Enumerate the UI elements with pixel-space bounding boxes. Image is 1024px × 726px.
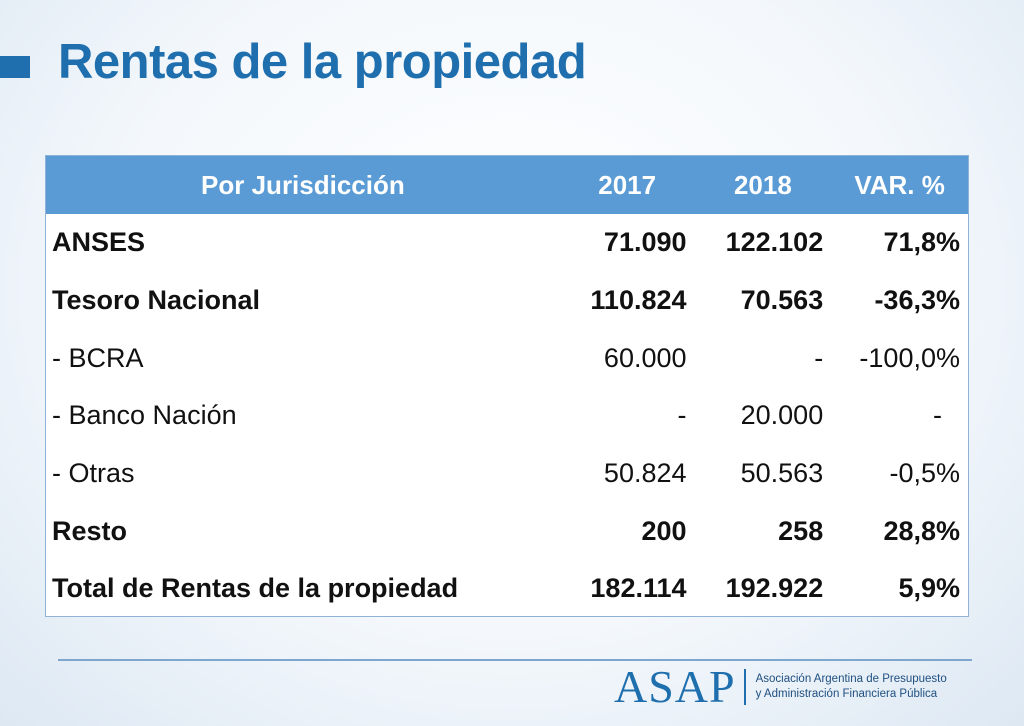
row-label: - BCRA: [52, 342, 144, 373]
page-title: Rentas de la propiedad: [58, 35, 587, 89]
logo-line-1: Asociación Argentina de Presupuesto: [755, 673, 947, 685]
cell-var: 71,8%: [883, 227, 960, 258]
logo-separator: [743, 669, 746, 705]
cell-2018: 50.563: [740, 458, 824, 489]
row-label: Resto: [52, 515, 128, 546]
logo-text: Asociación Argentina de Presupuesto y Ad…: [756, 672, 947, 702]
cell-2018: 258: [778, 515, 824, 546]
row-label: - Otras: [52, 458, 135, 489]
logo-mark: ASAP: [614, 661, 736, 712]
cell-var: -36,3%: [874, 285, 960, 316]
header-jurisdiccion: Por Jurisdicción: [201, 169, 405, 200]
table-row: - BCRA 60.000 - -100,0%: [46, 329, 968, 387]
cell-2017: 200: [641, 515, 687, 546]
cell-var: 28,8%: [883, 515, 960, 546]
table-row: Total de Rentas de la propiedad 182.114 …: [46, 560, 968, 618]
header-2018: 2018: [733, 169, 792, 200]
table-header-row: Por Jurisdicción 2017 2018 VAR. %: [46, 156, 968, 214]
table-row: - Banco Nación - 20.000 -: [46, 387, 968, 445]
row-label: Total de Rentas de la propiedad: [52, 573, 459, 604]
logo-line-2: y Administración Financiera Pública: [755, 688, 938, 700]
cell-2017: 60.000: [603, 342, 687, 373]
cell-2018: -: [814, 342, 824, 373]
cell-2018: 20.000: [740, 400, 824, 431]
asap-logo: ASAP Asociación Argentina de Presupuesto…: [614, 663, 947, 711]
cell-2017: -: [677, 400, 687, 431]
table-row: ANSES 71.090 122.102 71,8%: [46, 214, 968, 272]
header-var: VAR. %: [854, 169, 945, 200]
cell-2018: 70.563: [740, 285, 824, 316]
title-accent-bar: [0, 56, 30, 78]
cell-var: -0,5%: [889, 458, 960, 489]
header-2017: 2017: [598, 169, 657, 200]
cell-2017: 110.824: [590, 285, 687, 316]
table-row: Tesoro Nacional 110.824 70.563 -36,3%: [46, 272, 968, 330]
table-row: - Otras 50.824 50.563 -0,5%: [46, 445, 968, 503]
cell-2018: 122.102: [725, 227, 824, 258]
cell-2017: 50.824: [603, 458, 687, 489]
jurisdiction-table: Por Jurisdicción 2017 2018 VAR. % ANSES …: [45, 155, 969, 617]
cell-2017: 71.090: [603, 227, 687, 258]
row-label: ANSES: [52, 227, 146, 258]
row-label: Tesoro Nacional: [52, 285, 261, 316]
row-label: - Banco Nación: [52, 400, 237, 431]
cell-var: -100,0%: [859, 342, 960, 373]
cell-2018: 192.922: [725, 573, 824, 604]
footer-divider: [58, 659, 972, 661]
cell-2017: 182.114: [590, 573, 687, 604]
cell-var: 5,9%: [898, 573, 960, 604]
cell-var: -: [933, 400, 942, 431]
table-row: Resto 200 258 28,8%: [46, 502, 968, 560]
